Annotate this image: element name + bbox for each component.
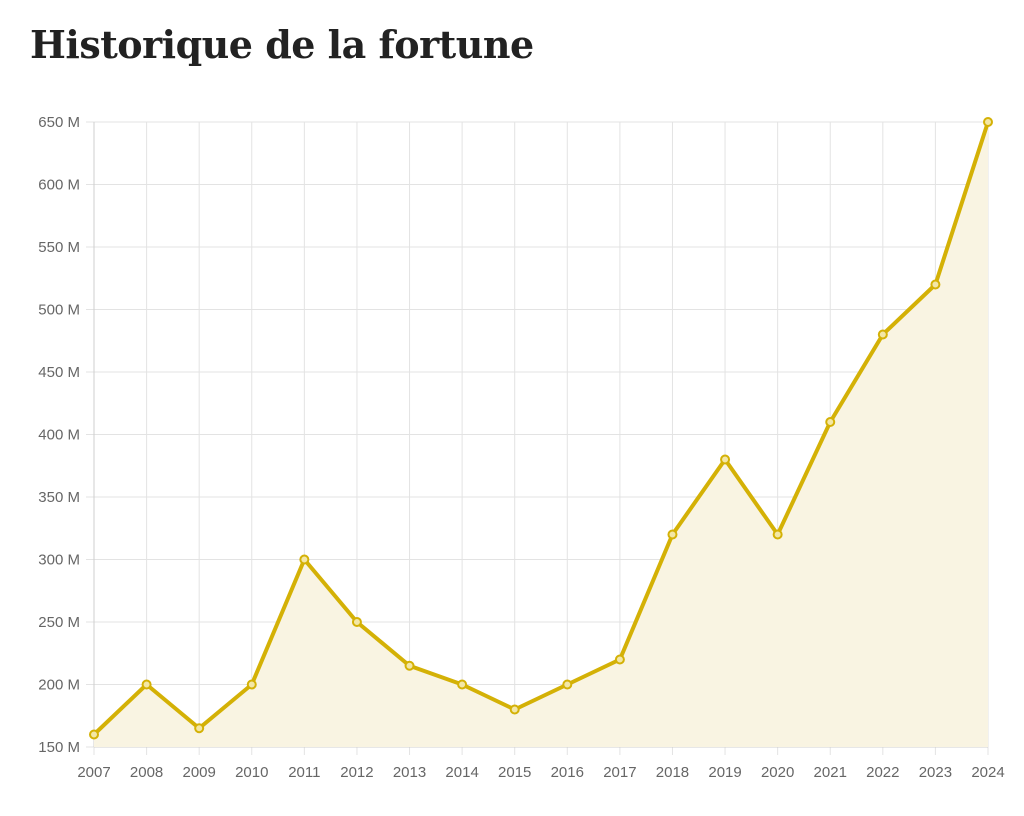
grid bbox=[86, 121, 989, 755]
x-tick-label: 2007 bbox=[77, 764, 110, 781]
x-tick-label: 2021 bbox=[814, 764, 847, 781]
data-point bbox=[299, 554, 310, 565]
series-line bbox=[92, 121, 990, 736]
y-tick-label: 150 M bbox=[38, 739, 80, 756]
x-tick-label: 2009 bbox=[182, 764, 215, 781]
x-tick-label: 2020 bbox=[761, 764, 794, 781]
data-point bbox=[562, 679, 573, 690]
x-tick-label: 2012 bbox=[340, 764, 373, 781]
area-fill bbox=[94, 122, 988, 747]
data-point bbox=[351, 617, 362, 627]
x-tick-label: 2013 bbox=[393, 764, 426, 781]
data-point bbox=[772, 529, 783, 540]
y-tick-label: 250 M bbox=[38, 614, 80, 631]
x-tick-label: 2010 bbox=[235, 764, 268, 781]
x-tick-label: 2017 bbox=[603, 764, 636, 781]
data-point bbox=[457, 679, 468, 690]
x-tick-label: 2018 bbox=[656, 764, 689, 781]
data-point bbox=[141, 679, 152, 690]
data-point bbox=[667, 529, 678, 540]
x-tick-label: 2015 bbox=[498, 764, 531, 781]
y-tick-label: 350 M bbox=[38, 489, 80, 506]
x-axis-labels: 2007 2008 2009 2010 2011 2012 2013 2014 2015 2016… bbox=[77, 764, 1004, 781]
y-tick-label: 300 M bbox=[38, 552, 80, 569]
data-point bbox=[983, 117, 993, 127]
data-points bbox=[89, 117, 993, 740]
x-tick-label: 2011 bbox=[288, 764, 320, 781]
chart-title: Historique de la fortune bbox=[30, 22, 534, 67]
y-axis-labels: 150 M 200 M 250 M 300 M 350 M 400 M 450 M 500 M… bbox=[38, 114, 80, 756]
y-tick-label: 400 M bbox=[38, 427, 80, 444]
x-tick-label: 2008 bbox=[130, 764, 163, 781]
x-tick-label: 2016 bbox=[551, 764, 584, 781]
data-point bbox=[194, 723, 205, 734]
y-tick-label: 450 M bbox=[38, 364, 80, 381]
x-tick-label: 2024 bbox=[971, 764, 1004, 781]
x-tick-label: 2014 bbox=[445, 764, 478, 781]
data-point bbox=[930, 279, 941, 290]
data-point bbox=[509, 704, 520, 715]
data-point bbox=[246, 679, 257, 690]
data-point bbox=[825, 417, 836, 427]
y-tick-label: 650 M bbox=[38, 114, 80, 131]
data-point bbox=[877, 329, 888, 340]
y-tick-label: 500 M bbox=[38, 302, 80, 319]
y-tick-label: 200 M bbox=[38, 677, 80, 694]
y-tick-label: 600 M bbox=[38, 177, 80, 194]
x-tick-label: 2022 bbox=[866, 764, 899, 781]
data-point bbox=[404, 660, 415, 671]
data-point bbox=[89, 729, 99, 740]
data-point bbox=[614, 654, 625, 665]
data-point bbox=[720, 454, 731, 465]
y-tick-label: 550 M bbox=[38, 239, 80, 256]
x-tick-label: 2019 bbox=[708, 764, 741, 781]
x-tick-label: 2023 bbox=[919, 764, 952, 781]
